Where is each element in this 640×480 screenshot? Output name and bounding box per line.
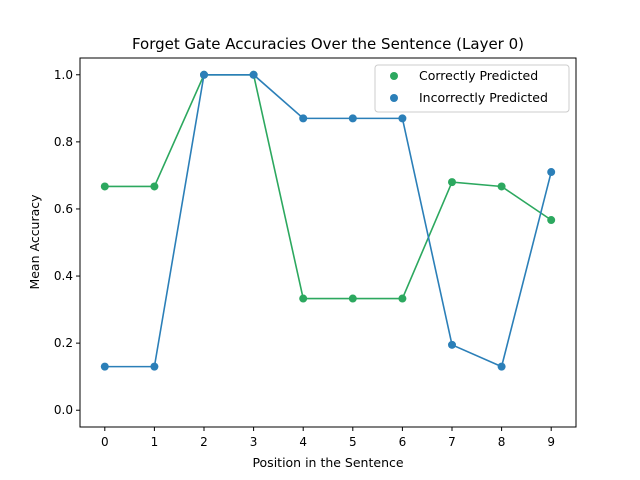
x-tick-label: 5 (349, 435, 357, 449)
series-line (104, 73, 552, 300)
data-point (100, 362, 109, 371)
data-point (448, 340, 456, 349)
legend: Correctly Predicted Incorrectly Predicted (374, 64, 570, 113)
y-tick-label: 1.0 (54, 68, 73, 82)
data-point (348, 294, 357, 303)
x-tick-label: 1 (151, 435, 159, 449)
y-tick-label: 0.6 (54, 202, 73, 216)
data-point (150, 182, 159, 191)
x-tick-label: 8 (498, 435, 506, 449)
data-point (249, 70, 258, 79)
plot-frame (79, 57, 577, 428)
chart-title: Forget Gate Accuracies Over the Sentence… (132, 35, 524, 53)
data-point (448, 178, 456, 187)
data-point (547, 168, 556, 177)
data-point (100, 182, 109, 191)
data-point (299, 114, 308, 123)
legend-marker (390, 72, 398, 80)
legend-marker (390, 94, 398, 102)
x-tick-label: 6 (399, 435, 407, 449)
legend-box (374, 64, 570, 113)
x-tick-label: 7 (448, 435, 456, 449)
x-tick-label: 3 (250, 435, 258, 449)
y-tick-label: 0.4 (54, 269, 73, 283)
data-point (398, 114, 407, 123)
data-point (150, 362, 159, 371)
x-tick-label: 2 (200, 435, 208, 449)
plot-area (100, 70, 556, 371)
data-point (497, 362, 506, 371)
data-point (200, 70, 208, 79)
data-point (398, 294, 407, 303)
y-tick-label: 0.0 (54, 403, 73, 417)
x-axis: 0 1 2 3 4 5 6 7 8 9 (101, 427, 555, 449)
data-point (348, 114, 357, 123)
y-axis: 0.0 0.2 0.4 0.6 0.8 1.0 (54, 68, 80, 417)
data-point (547, 216, 556, 225)
y-axis-label: Mean Accuracy (27, 194, 42, 290)
series-line (104, 73, 552, 368)
legend-label: Incorrectly Predicted (419, 90, 548, 105)
y-tick-label: 0.2 (54, 336, 73, 350)
x-tick-label: 4 (299, 435, 307, 449)
data-point (299, 294, 308, 303)
y-tick-label: 0.8 (54, 135, 73, 149)
x-tick-label: 9 (547, 435, 555, 449)
legend-label: Correctly Predicted (419, 68, 538, 83)
x-axis-label: Position in the Sentence (252, 455, 403, 470)
x-tick-label: 0 (101, 435, 109, 449)
data-point (497, 182, 506, 191)
